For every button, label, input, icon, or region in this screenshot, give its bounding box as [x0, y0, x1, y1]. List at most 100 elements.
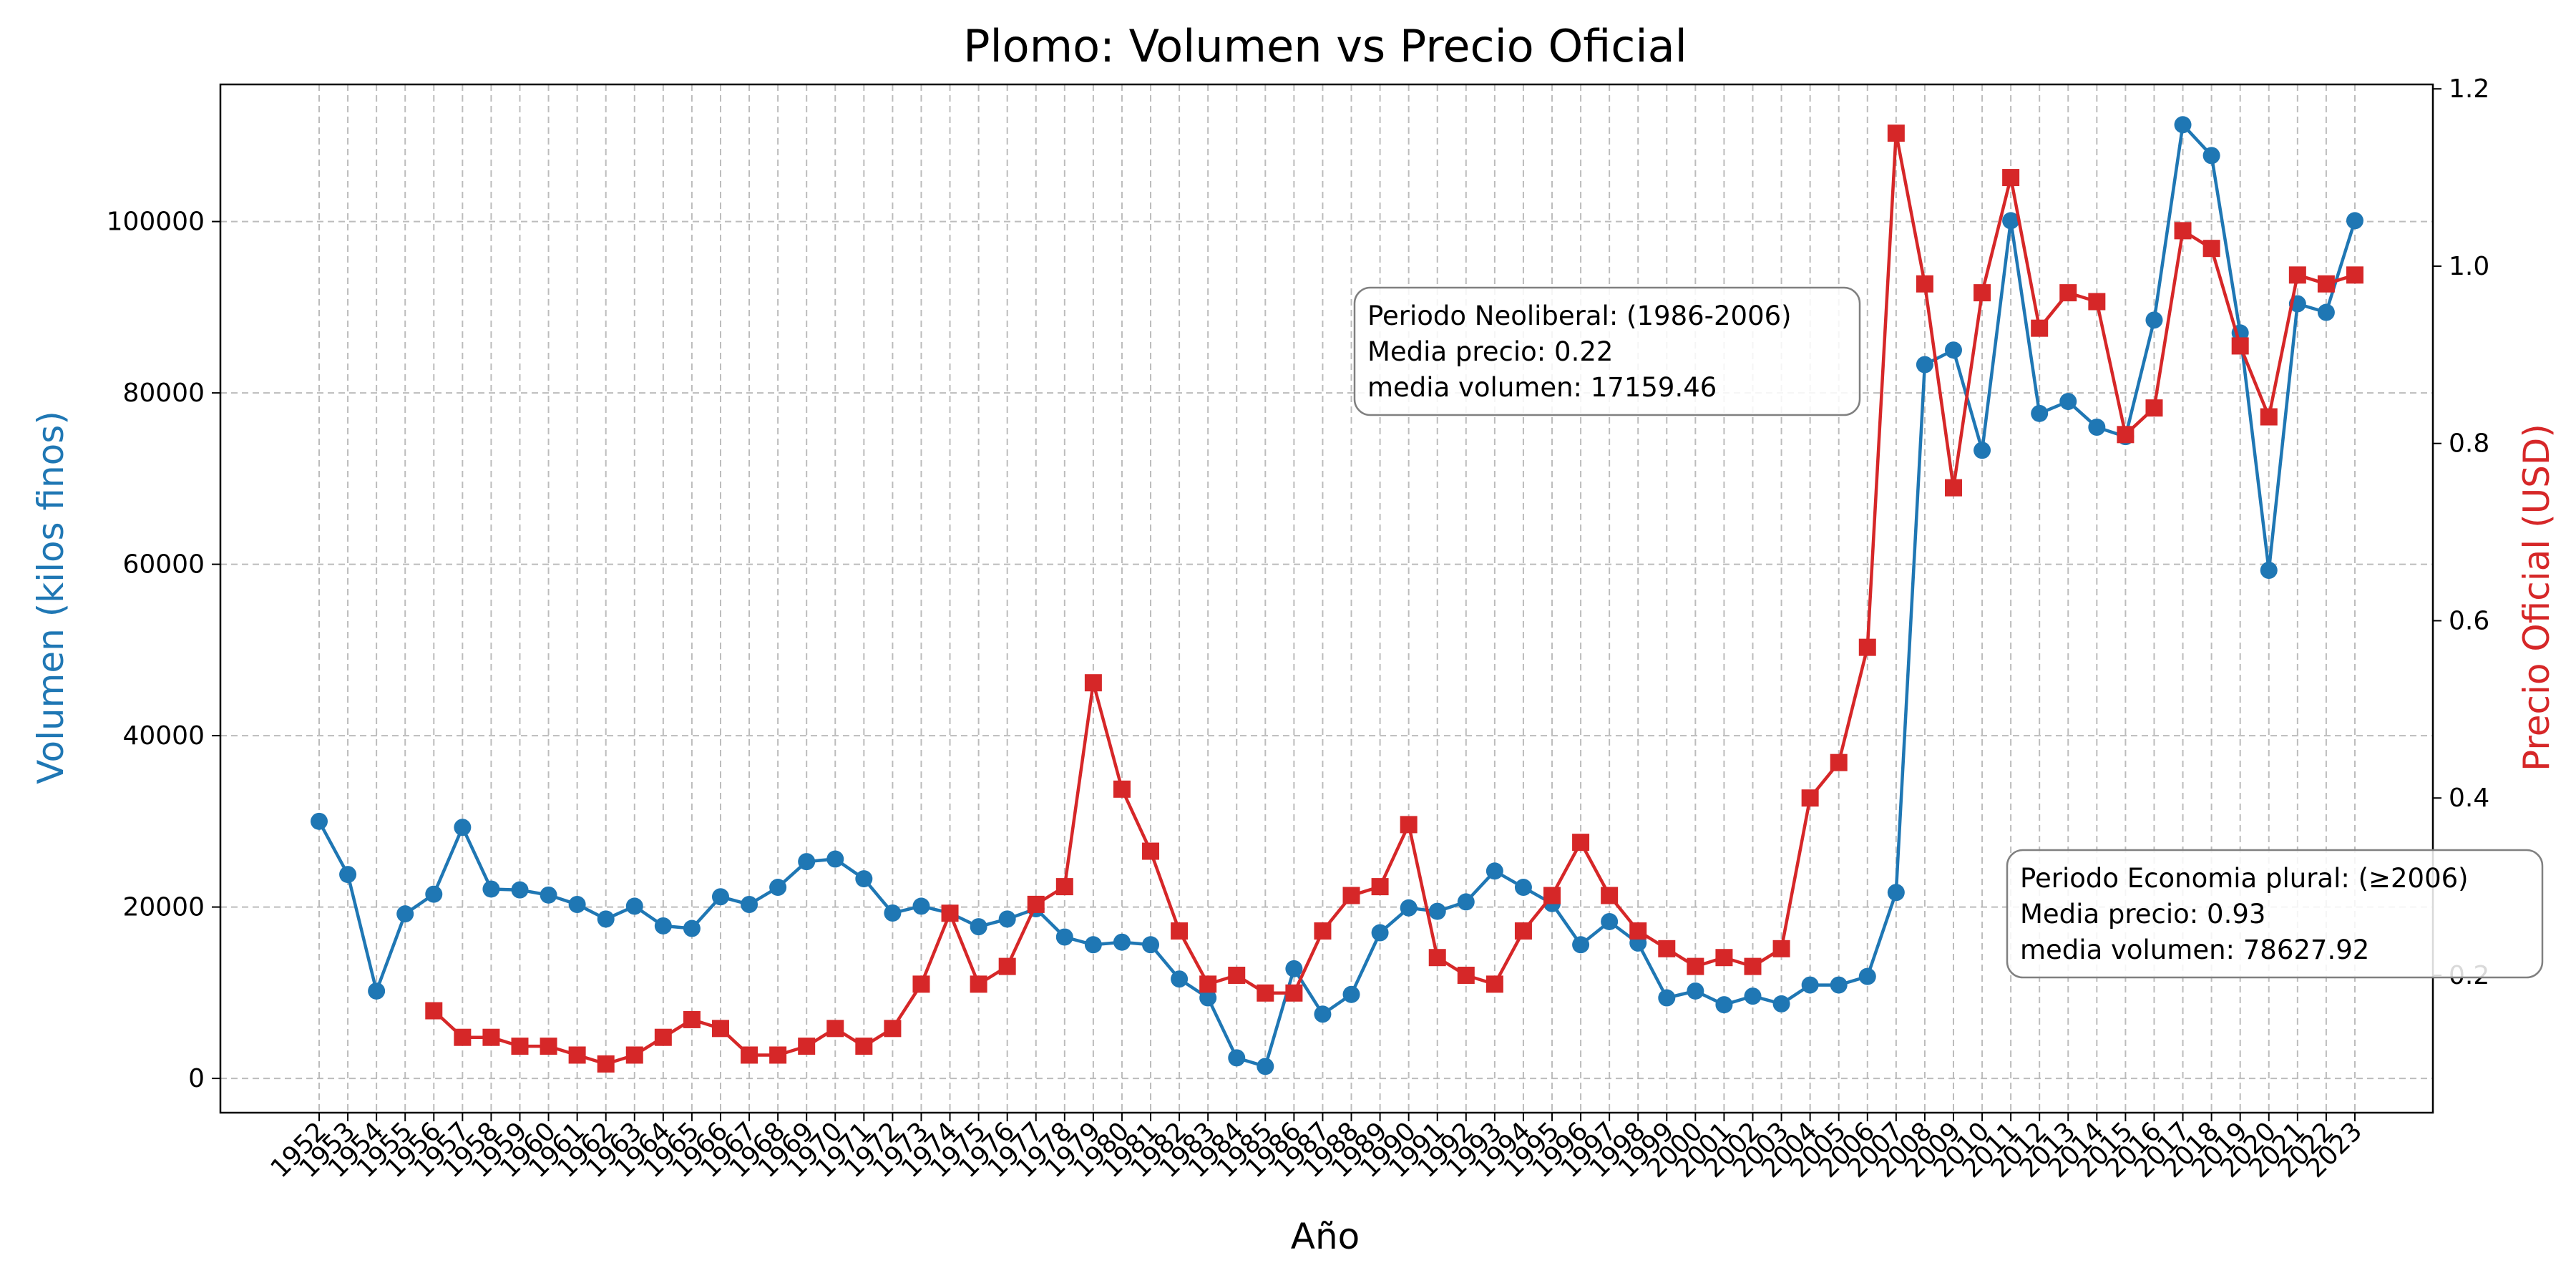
annotation-box: Periodo Neoliberal: (1986-2006) Media pre…: [1353, 286, 1861, 416]
volume-point: [1744, 987, 1762, 1005]
volume-point: [741, 896, 758, 914]
price-point: [798, 1038, 816, 1055]
volume-point: [855, 870, 873, 888]
price-point: [1342, 887, 1360, 904]
volume-point: [826, 850, 844, 868]
y-right-tick-label: 0.4: [2449, 784, 2489, 813]
price-point: [1687, 957, 1704, 975]
volume-point: [1314, 1005, 1332, 1023]
volume-point: [2202, 147, 2220, 165]
price-point: [1658, 940, 1676, 957]
price-point: [1371, 878, 1389, 896]
volume-point: [1199, 989, 1217, 1007]
price-point: [1142, 842, 1160, 860]
volume-point: [540, 886, 557, 904]
price-point: [998, 957, 1016, 975]
price-point: [625, 1046, 643, 1064]
volume-point: [1830, 976, 1848, 994]
annotation-line: media volumen: 78627.92: [2020, 935, 2369, 965]
y-right-tick-label: 0.6: [2449, 606, 2489, 635]
volume-point: [1916, 356, 1933, 374]
volume-point: [1400, 899, 1418, 917]
volume-point: [1055, 928, 1073, 946]
volume-point: [2059, 393, 2077, 411]
y-left-tick-label: 0: [188, 1064, 205, 1093]
price-point: [884, 1020, 902, 1038]
price-point: [1485, 975, 1503, 993]
price-point: [2145, 399, 2163, 417]
volume-point: [1858, 967, 1876, 985]
price-point: [2346, 266, 2363, 284]
volume-point: [1113, 933, 1131, 951]
volume-point: [1601, 912, 1619, 930]
volume-point: [912, 897, 930, 915]
y-left-tick-label: 60000: [122, 550, 205, 580]
price-point: [2117, 426, 2135, 444]
price-point: [2260, 408, 2278, 426]
plot-frame: [219, 83, 2434, 1114]
price-point: [1027, 895, 1045, 913]
price-point: [826, 1020, 844, 1038]
volume-point: [2002, 212, 2020, 230]
price-point: [2288, 266, 2306, 284]
grid: [220, 84, 2433, 1113]
price-point: [1171, 922, 1189, 940]
volume-point: [970, 918, 987, 936]
price-point: [1228, 966, 1246, 984]
volume-point: [482, 880, 500, 898]
volume-point: [1342, 985, 1360, 1003]
price-point: [1285, 984, 1303, 1002]
price-point: [2317, 275, 2335, 293]
price-point: [1514, 922, 1532, 940]
annotation-frame: [2006, 849, 2544, 979]
volume-point: [1228, 1049, 1246, 1067]
price-point: [1601, 887, 1619, 904]
price-point: [597, 1055, 615, 1073]
series: [311, 116, 2363, 1075]
annotations: Periodo Neoliberal: (1986-2006) Media pre…: [1353, 286, 2544, 979]
price-point: [1772, 940, 1790, 957]
volume-point: [998, 910, 1016, 928]
volume-point: [884, 904, 902, 922]
price-point: [1858, 638, 1876, 656]
y-right-tick-label: 1.2: [2449, 74, 2489, 104]
price-point: [1629, 922, 1647, 940]
volume-point: [2346, 212, 2363, 230]
price-point: [2059, 284, 2077, 302]
volume-point: [1514, 879, 1532, 897]
price-point: [1801, 789, 1819, 807]
volume-point: [1257, 1058, 1274, 1075]
price-point: [2031, 319, 2049, 337]
price-point: [1457, 966, 1475, 984]
volume-point: [2174, 116, 2192, 134]
volume-point: [1457, 893, 1475, 911]
y-left-tick-label: 80000: [122, 379, 205, 408]
price-point: [970, 975, 987, 993]
price-point: [1113, 780, 1131, 798]
price-point: [1744, 957, 1762, 975]
volume-point: [654, 917, 672, 935]
volume-point: [454, 819, 472, 836]
volume-point: [396, 905, 414, 923]
price-point: [1944, 479, 1962, 497]
annotation-frame: [1353, 286, 1861, 416]
volume-point: [1687, 982, 1704, 1000]
volume-point: [1142, 936, 1160, 954]
volume-point: [597, 910, 615, 928]
volume-point: [1715, 996, 1733, 1014]
x-axis-label: Año: [1291, 1216, 1360, 1257]
price-point: [1084, 674, 1102, 692]
volume-point: [1944, 341, 1962, 359]
volume-point: [368, 982, 386, 1000]
price-point: [941, 904, 959, 922]
volume-point: [568, 896, 586, 914]
price-point: [425, 1002, 443, 1020]
volume-point: [625, 897, 643, 915]
y-right-tick-label: 1.0: [2449, 252, 2489, 281]
chart-title: Plomo: Volumen vs Precio Oficial: [963, 20, 1687, 72]
volume-point: [511, 881, 529, 899]
y-axis-left-label: Volumen (kilos finos): [30, 411, 72, 784]
price-point: [1199, 975, 1217, 993]
volume-point: [798, 853, 816, 871]
